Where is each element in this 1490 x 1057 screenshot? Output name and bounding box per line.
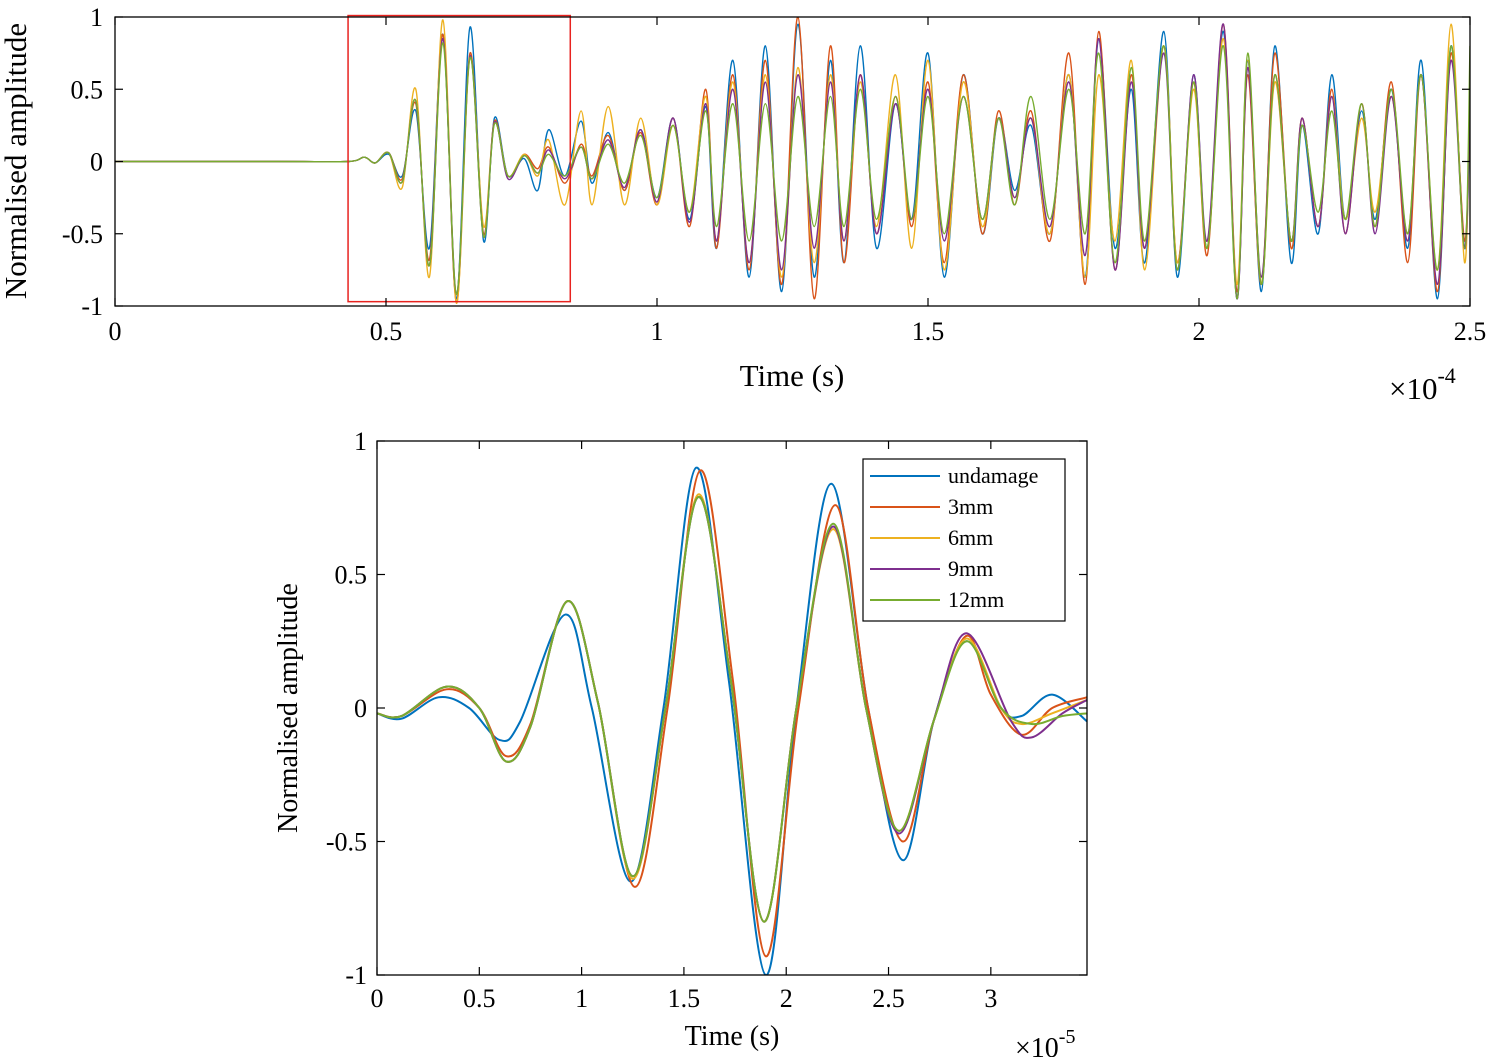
bottom-y-ticks: -1 -0.5 0 0.5 1 [326,427,1087,990]
top-y-axis-label: Normalised amplitude [0,23,33,299]
bottom-x-exponent-base: ×10 [1015,1033,1059,1057]
top-x-exponent: ×10-4 [1389,363,1456,406]
bottom-x-exponent-power: -5 [1059,1026,1076,1048]
x-tick-label: 1.5 [912,317,945,346]
top-chart-panel: 0 0.5 1 1.5 2 2.5 -1 -0.5 0 0.5 1 Time (s) Normal… [0,3,1486,406]
y-tick-label: -0.5 [326,828,367,857]
legend-label-12mm: 12mm [948,587,1004,612]
bottom-x-axis-label: Time (s) [685,1021,780,1052]
top-x-exponent-power: -4 [1437,363,1455,388]
top-x-axis-label: Time (s) [740,358,845,393]
legend: undamage 3mm 6mm 9mm 12mm [862,458,1066,622]
y-tick-label: -1 [81,292,103,321]
x-tick-label: 2.5 [1454,317,1487,346]
legend-label-3mm: 3mm [948,494,993,519]
x-tick-label: 0 [371,984,384,1013]
x-tick-label: 0.5 [463,984,496,1013]
zoom-region-box [347,14,572,303]
x-tick-label: 1.5 [668,984,701,1013]
y-tick-label: 0 [90,148,103,177]
x-tick-label: 3 [984,984,997,1013]
x-tick-label: 2 [1193,317,1206,346]
bottom-y-axis-label: Normalised amplitude [273,583,304,833]
bottom-x-ticks: 0 0.5 1 1.5 2 2.5 3 [371,441,997,1013]
y-tick-label: 0 [354,694,367,723]
y-tick-label: 0.5 [335,561,368,590]
series-line-12mm [115,42,1470,300]
bottom-x-exponent: ×10-5 [1015,1026,1075,1057]
x-tick-label: 2.5 [872,984,905,1013]
bottom-series-group [377,466,1087,975]
top-x-exponent-base: ×10 [1389,371,1437,406]
x-tick-label: 2 [780,984,793,1013]
bottom-chart-panel: 0 0.5 1 1.5 2 2.5 3 -1 -0.5 0 0.5 1 Time (s) Norma… [273,427,1088,1057]
y-tick-label: 1 [90,3,103,32]
x-tick-label: 0 [109,317,122,346]
y-tick-label: 1 [354,427,367,456]
legend-label-6mm: 6mm [948,525,993,550]
legend-label-undamage: undamage [948,463,1038,488]
y-tick-label: 0.5 [71,75,104,104]
series-line-12mm [377,496,1087,923]
y-tick-label: -0.5 [62,220,103,249]
top-y-ticks: -1 -0.5 0 0.5 1 [62,3,1470,321]
x-tick-label: 0.5 [370,317,403,346]
y-tick-label: -1 [345,961,367,990]
x-tick-label: 1 [575,984,588,1013]
x-tick-label: 1 [651,317,664,346]
legend-label-9mm: 9mm [948,556,993,581]
legend-box [862,458,1066,622]
legend-items: undamage 3mm 6mm 9mm 12mm [870,463,1038,612]
top-series-group [115,17,1470,304]
top-x-ticks: 0 0.5 1 1.5 2 2.5 [109,17,1487,346]
